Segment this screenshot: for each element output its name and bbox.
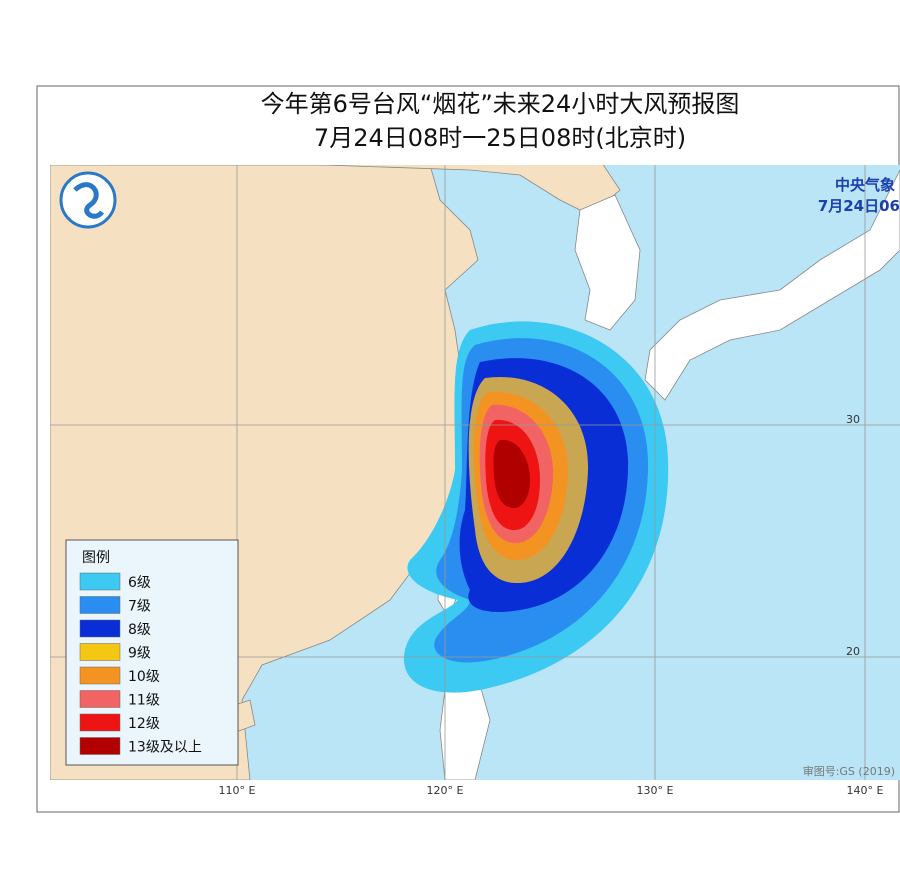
legend-label: 9级 — [128, 646, 151, 662]
legend-label: 7级 — [128, 599, 151, 615]
issue-time: 7月24日06 — [818, 197, 900, 215]
korea — [574, 194, 641, 331]
north-land — [313, 165, 621, 216]
legend-swatch — [79, 596, 121, 614]
subtitle: 7月24日08时一25日08时(北京时) — [314, 124, 686, 152]
lon-label: 130° E — [637, 784, 674, 797]
legend-swatch — [79, 690, 121, 708]
legend-label: 10级 — [128, 669, 160, 685]
agency-name: 中央气象 — [835, 176, 895, 194]
zone-13 — [493, 439, 530, 509]
legend-label: 13级及以上 — [128, 740, 202, 756]
lat-label: 20 — [846, 645, 860, 658]
legend-swatch — [79, 619, 121, 638]
logo-mark — [73, 182, 105, 219]
lon-label: 110° E — [219, 784, 256, 797]
logo — [59, 171, 117, 229]
lat-label: 30 — [846, 413, 860, 426]
legend-swatch — [79, 737, 121, 755]
legend-swatch — [79, 713, 121, 732]
legend-swatch — [79, 666, 121, 685]
legend-label: 12级 — [128, 716, 160, 732]
map: 30 20 中央气象 7月24日06 审图号:GS (2019) 图例 6级 7级… — [50, 165, 900, 780]
lon-labels: 110° E 120° E 130° E 140° E — [219, 784, 884, 797]
legend-swatch — [79, 643, 121, 661]
legend-label: 11级 — [128, 693, 160, 709]
legend-title: 图例 — [82, 550, 110, 566]
legend-label: 8级 — [128, 622, 151, 638]
legend-items: 6级 7级 8级 9级 10级 11级 12级 13级及以上 — [79, 572, 202, 756]
approval: 审图号:GS (2019) — [803, 764, 895, 778]
graticule — [50, 165, 900, 780]
legend-label: 6级 — [128, 575, 151, 591]
lon-label: 120° E — [427, 784, 464, 797]
title: 今年第6号台风“烟花”未来24小时大风预报图 — [261, 90, 740, 118]
lon-label: 140° E — [847, 784, 884, 797]
legend-swatch — [79, 572, 121, 591]
